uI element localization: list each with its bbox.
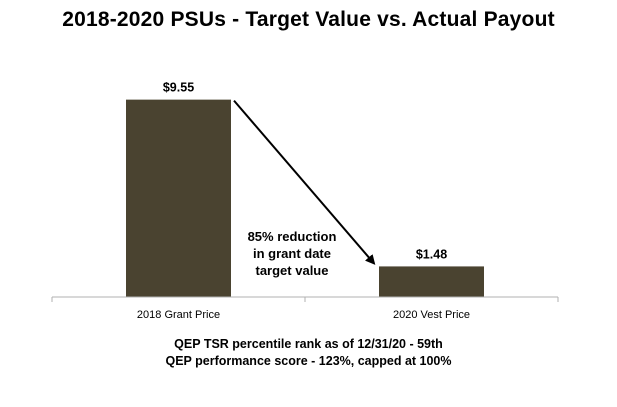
annotation-line-3: target value (255, 263, 329, 278)
data-label-1: $1.48 (416, 247, 447, 261)
chart-title: 2018-2020 PSUs - Target Value vs. Actual… (62, 8, 555, 31)
annotation-line-1: 85% reduction (247, 229, 337, 244)
annotation-line-2: in grant date (252, 246, 331, 261)
reduction-annotation: 85% reduction in grant date target value (236, 228, 348, 279)
bar-0 (126, 99, 231, 297)
bar-1 (379, 266, 484, 297)
category-label-1: 2020 Vest Price (393, 309, 470, 321)
reduction-arrow (233, 99, 376, 265)
category-label-0: 2018 Grant Price (137, 309, 220, 321)
footnote-tsr-rank: QEP TSR percentile rank as of 12/31/20 -… (174, 337, 443, 351)
data-label-0: $9.55 (163, 81, 194, 95)
footnote-performance-score: QEP performance score - 123%, capped at … (165, 354, 452, 368)
